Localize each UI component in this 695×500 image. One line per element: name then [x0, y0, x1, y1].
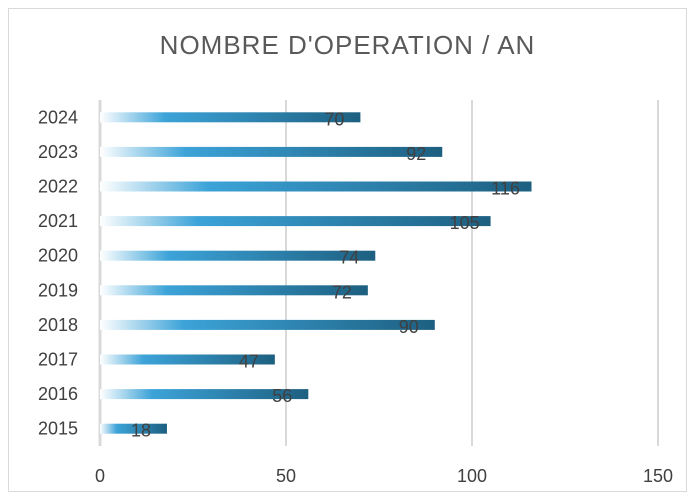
data-label: 116: [491, 179, 520, 199]
x-tick-label: 150: [643, 466, 673, 486]
data-label: 18: [131, 421, 151, 441]
y-tick-label: 2016: [38, 384, 78, 404]
data-label: 74: [339, 248, 359, 268]
bar-2018: [100, 319, 435, 330]
y-tick-label: 2021: [38, 211, 78, 231]
data-label: 47: [239, 352, 259, 372]
bar-2016: [100, 389, 309, 400]
y-tick-label: 2023: [38, 142, 78, 162]
data-label: 90: [399, 317, 419, 337]
bar-2017: [100, 354, 275, 365]
x-tick-label: 100: [457, 466, 487, 486]
data-label: 72: [332, 282, 352, 302]
y-tick-label: 2018: [38, 315, 78, 335]
chart-frame: [8, 8, 687, 492]
data-label: 70: [324, 109, 344, 129]
y-tick-label: 2024: [38, 107, 78, 127]
y-tick-label: 2015: [38, 419, 78, 439]
chart-title: NOMBRE D'OPERATION / AN: [159, 30, 536, 60]
bar-2020: [100, 250, 376, 261]
bar-2015: [100, 423, 167, 434]
bar-2021: [100, 216, 491, 227]
data-label: 92: [406, 144, 426, 164]
bar-2024: [100, 112, 361, 123]
y-tick-label: 2020: [38, 246, 78, 266]
x-tick-label: 50: [276, 466, 296, 486]
data-label: 105: [450, 213, 480, 233]
bar-2022: [100, 181, 532, 192]
bar-2023: [100, 146, 443, 157]
data-label: 56: [272, 386, 292, 406]
bar-2019: [100, 285, 368, 296]
x-tick-label: 0: [95, 466, 105, 486]
y-tick-label: 2019: [38, 280, 78, 300]
y-tick-label: 2017: [38, 350, 78, 370]
y-tick-label: 2022: [38, 177, 78, 197]
